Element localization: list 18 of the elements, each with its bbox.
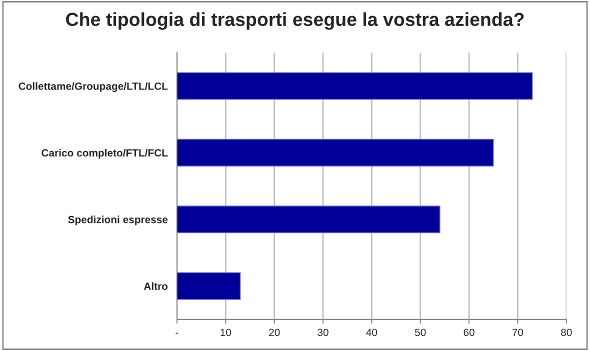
bar <box>177 206 440 234</box>
bar <box>177 272 241 300</box>
chart-title: Che tipologia di trasporti esegue la vostra azienda? <box>66 12 524 30</box>
y-tick-label: Altro <box>144 282 168 290</box>
bar <box>177 138 494 166</box>
bar <box>177 72 533 100</box>
x-tick-label: 10 <box>220 328 232 336</box>
y-tick-label: Collettame/Groupage/LTL/LCL <box>18 82 168 92</box>
x-tick-label: 70 <box>512 328 524 336</box>
x-tick-label: 30 <box>318 328 328 336</box>
x-tick-label: 80 <box>561 328 572 336</box>
x-tick-label: - <box>176 332 178 334</box>
x-tick-label: 60 <box>464 328 474 336</box>
x-tick-label: 50 <box>415 328 426 336</box>
x-tick-label: 20 <box>269 328 280 336</box>
y-tick-label: Carico completo/FTL/FCL <box>42 148 168 159</box>
y-tick-label: Spedizioni espresse <box>68 216 168 226</box>
x-tick-label: 40 <box>366 328 378 336</box>
